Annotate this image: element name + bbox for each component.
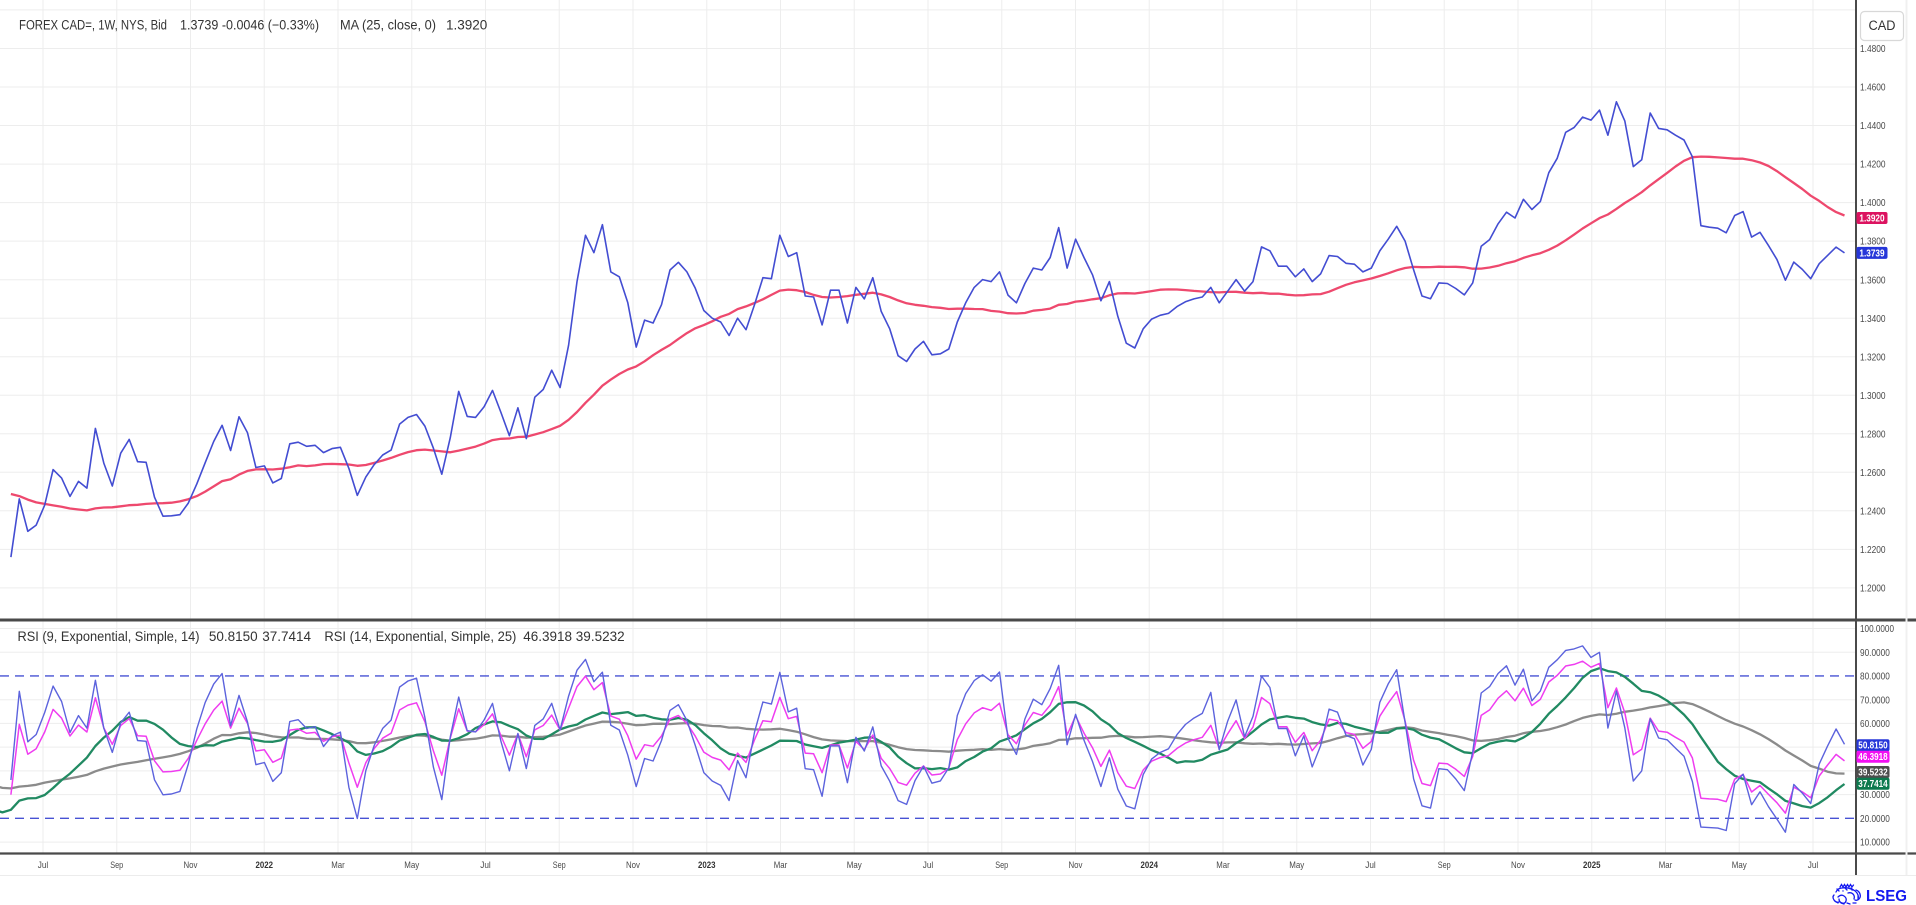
svg-text:1.3920: 1.3920 — [1859, 213, 1885, 224]
svg-text:1.3800: 1.3800 — [1860, 237, 1886, 248]
svg-text:37.7414: 37.7414 — [262, 629, 311, 644]
svg-text:May: May — [847, 860, 862, 871]
svg-text:37.7414: 37.7414 — [1858, 779, 1888, 790]
svg-text:1.3739 -0.0046 (−0.33%): 1.3739 -0.0046 (−0.33%) — [180, 18, 319, 33]
svg-text:RSI (14, Exponential, Simple,: RSI (14, Exponential, Simple, 25) — [324, 629, 516, 644]
svg-text:Mar: Mar — [331, 860, 345, 871]
svg-text:1.3920: 1.3920 — [446, 18, 487, 33]
svg-text:Mar: Mar — [774, 860, 788, 871]
svg-text:100.0000: 100.0000 — [1860, 624, 1894, 635]
svg-text:30.0000: 30.0000 — [1860, 790, 1890, 801]
svg-text:70.0000: 70.0000 — [1860, 695, 1890, 706]
svg-text:46.3918: 46.3918 — [1858, 752, 1888, 763]
svg-text:1.2600: 1.2600 — [1860, 468, 1886, 479]
svg-text:1.2000: 1.2000 — [1860, 584, 1886, 595]
svg-text:1.4600: 1.4600 — [1860, 83, 1886, 94]
svg-text:1.4200: 1.4200 — [1860, 160, 1886, 171]
svg-text:2024: 2024 — [1141, 860, 1159, 871]
svg-text:Nov: Nov — [626, 860, 640, 871]
svg-text:46.3918: 46.3918 — [523, 629, 572, 644]
svg-text:Jul: Jul — [38, 860, 49, 871]
svg-text:Nov: Nov — [1511, 860, 1525, 871]
svg-text:20.0000: 20.0000 — [1860, 814, 1890, 825]
svg-text:May: May — [404, 860, 419, 871]
svg-text:1.4400: 1.4400 — [1860, 121, 1886, 132]
svg-text:Jul: Jul — [923, 860, 934, 871]
svg-text:Nov: Nov — [184, 860, 198, 871]
svg-text:MA (25, close, 0): MA (25, close, 0) — [340, 18, 436, 33]
svg-text:1.4800: 1.4800 — [1860, 44, 1886, 55]
svg-text:RSI (9, Exponential, Simple, 1: RSI (9, Exponential, Simple, 14) — [18, 629, 200, 644]
svg-text:Sep: Sep — [995, 860, 1008, 871]
svg-text:May: May — [1289, 860, 1304, 871]
svg-text:Sep: Sep — [110, 860, 123, 871]
svg-text:Jul: Jul — [1808, 860, 1819, 871]
svg-text:50.8150: 50.8150 — [209, 629, 258, 644]
svg-text:Mar: Mar — [1216, 860, 1230, 871]
svg-text:10.0000: 10.0000 — [1860, 838, 1890, 849]
svg-text:May: May — [1732, 860, 1747, 871]
svg-text:Sep: Sep — [553, 860, 566, 871]
svg-text:1.2800: 1.2800 — [1860, 429, 1886, 440]
svg-text:1.4000: 1.4000 — [1860, 198, 1886, 209]
svg-text:Mar: Mar — [1659, 860, 1673, 871]
svg-text:Jul: Jul — [1365, 860, 1376, 871]
svg-text:2025: 2025 — [1583, 860, 1601, 871]
svg-text:1.3400: 1.3400 — [1860, 314, 1886, 325]
svg-text:1.3200: 1.3200 — [1860, 352, 1886, 363]
svg-text:1.3739: 1.3739 — [1859, 248, 1885, 259]
svg-text:CAD: CAD — [1869, 18, 1896, 33]
svg-text:50.8150: 50.8150 — [1858, 741, 1888, 752]
svg-text:2023: 2023 — [698, 860, 716, 871]
svg-text:Nov: Nov — [1069, 860, 1083, 871]
svg-text:39.5232: 39.5232 — [576, 629, 625, 644]
svg-text:2022: 2022 — [256, 860, 274, 871]
svg-text:1.2400: 1.2400 — [1860, 506, 1886, 517]
svg-text:FOREX CAD=, 1W, NYS, Bid: FOREX CAD=, 1W, NYS, Bid — [19, 18, 167, 33]
svg-text:Jul: Jul — [480, 860, 491, 871]
svg-text:1.2200: 1.2200 — [1860, 545, 1886, 556]
svg-text:1.3600: 1.3600 — [1860, 275, 1886, 286]
svg-text:39.5232: 39.5232 — [1858, 767, 1888, 778]
svg-text:LSEG: LSEG — [1866, 888, 1907, 905]
svg-text:90.0000: 90.0000 — [1860, 648, 1890, 659]
svg-text:1.3000: 1.3000 — [1860, 391, 1886, 402]
svg-text:80.0000: 80.0000 — [1860, 672, 1890, 683]
svg-text:Sep: Sep — [1438, 860, 1451, 871]
svg-text:60.0000: 60.0000 — [1860, 719, 1890, 730]
